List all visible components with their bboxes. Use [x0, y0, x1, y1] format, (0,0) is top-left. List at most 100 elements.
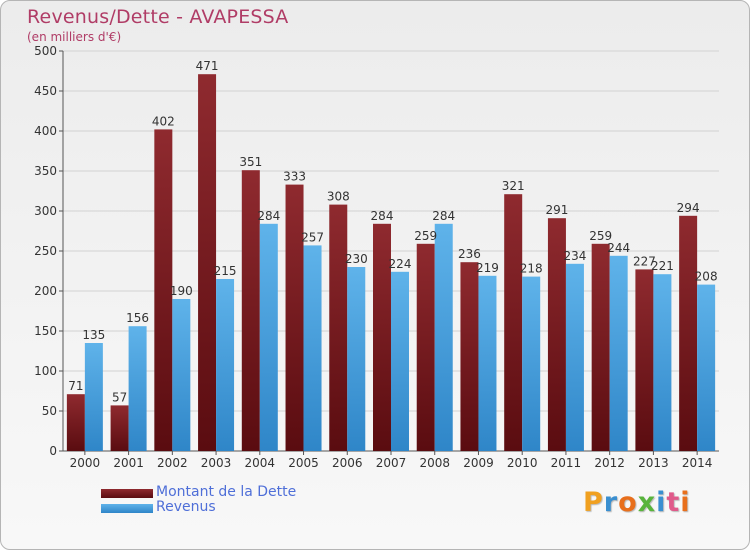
- data-label-debt: 259: [589, 229, 612, 243]
- data-label-revenus: 284: [432, 209, 455, 223]
- bar-revenus: [259, 223, 278, 451]
- data-label-revenus: 156: [126, 311, 149, 325]
- data-label-debt: 71: [68, 379, 83, 393]
- logo-letter: P: [583, 487, 604, 518]
- data-label-revenus: 244: [607, 241, 630, 255]
- data-label-revenus: 224: [389, 257, 412, 271]
- x-tick-label: 2013: [638, 456, 669, 470]
- bar-revenus: [303, 245, 322, 451]
- x-tick-label: 2002: [157, 456, 188, 470]
- bar-revenus: [434, 223, 453, 451]
- legend-swatch-revenus: [101, 504, 153, 513]
- bar-revenus: [347, 267, 366, 451]
- logo-letter: t: [666, 487, 681, 518]
- bars: [66, 74, 716, 451]
- y-tick-label: 100: [34, 364, 57, 378]
- data-label-debt: 351: [239, 155, 262, 169]
- legend-swatch-debt: [101, 489, 153, 498]
- bar-revenus: [391, 271, 409, 451]
- y-tick-label: 250: [34, 244, 57, 258]
- data-label-revenus: 208: [695, 270, 718, 284]
- data-label-debt: 291: [545, 203, 568, 217]
- bar-debt: [110, 405, 129, 451]
- x-tick-label: 2001: [113, 456, 144, 470]
- bar-revenus: [522, 276, 541, 451]
- bar-debt: [198, 74, 217, 451]
- bar-debt: [460, 262, 479, 451]
- data-label-revenus: 230: [345, 252, 368, 266]
- data-label-debt: 308: [327, 190, 350, 204]
- x-tick-label: 2014: [682, 456, 713, 470]
- x-tick-label: 2000: [70, 456, 101, 470]
- bar-revenus: [172, 299, 191, 451]
- data-label-debt: 227: [633, 254, 656, 268]
- chart-title: Revenus/Dette - AVAPESSA: [27, 6, 289, 28]
- bar-debt: [373, 223, 391, 451]
- data-label-debt: 259: [414, 229, 437, 243]
- data-label-debt: 236: [458, 247, 481, 261]
- data-labels: 71 135 57 156 402 190 471 215 351 284 333 257 308 230…: [68, 59, 717, 404]
- bar-debt: [504, 194, 523, 451]
- data-label-revenus: 234: [563, 249, 586, 263]
- logo-letter: x: [637, 487, 657, 518]
- data-label-revenus: 190: [170, 284, 193, 298]
- bar-debt: [329, 204, 348, 451]
- logo-letter: i: [656, 487, 667, 518]
- x-tick-label: 2005: [288, 456, 319, 470]
- bar-debt: [66, 394, 85, 451]
- y-tick-label: 350: [34, 164, 57, 178]
- bar-debt: [241, 170, 260, 451]
- y-tick-label: 50: [42, 404, 57, 418]
- x-tick-label: 2004: [245, 456, 276, 470]
- data-label-revenus: 218: [520, 262, 543, 276]
- bar-debt: [679, 215, 698, 451]
- data-label-debt: 57: [112, 390, 127, 404]
- logo-letter: i: [680, 487, 691, 518]
- bar-debt: [635, 269, 654, 451]
- data-label-revenus: 221: [651, 259, 674, 273]
- x-tick-label: 2008: [419, 456, 450, 470]
- data-label-debt: 284: [371, 209, 394, 223]
- bar-debt: [285, 184, 304, 451]
- legend-label-revenus: Revenus: [156, 499, 216, 515]
- data-label-revenus: 257: [301, 230, 324, 244]
- legend-item-debt: Montant de la Dette: [101, 484, 361, 501]
- y-tick-label: 200: [34, 284, 57, 298]
- legend-label-debt: Montant de la Dette: [156, 484, 297, 500]
- bar-revenus: [84, 343, 103, 451]
- logo-letter: o: [618, 487, 638, 518]
- data-label-debt: 402: [152, 114, 175, 128]
- bar-revenus: [565, 263, 584, 451]
- x-tick-label: 2006: [332, 456, 363, 470]
- legend: Montant de la Dette Revenus: [101, 484, 361, 516]
- data-label-debt: 294: [677, 201, 700, 215]
- chart-subtitle: (en milliers d'€): [27, 30, 122, 44]
- bar-debt: [154, 129, 173, 451]
- proxiti-logo: Proxiti: [583, 487, 691, 518]
- y-tick-label: 150: [34, 324, 57, 338]
- x-tick-label: 2012: [594, 456, 625, 470]
- axes: 0 50 100 150 200 250 300 350 400 450 500 2000 2001 20…: [34, 44, 719, 470]
- bar-debt: [591, 243, 610, 451]
- y-tick-label: 400: [34, 124, 57, 138]
- logo-letter: r: [603, 487, 619, 518]
- x-tick-label: 2003: [201, 456, 232, 470]
- bar-revenus: [653, 274, 672, 451]
- bar-revenus: [697, 284, 716, 451]
- data-label-debt: 321: [502, 179, 525, 193]
- y-tick-label: 0: [49, 444, 57, 458]
- x-tick-label: 2011: [551, 456, 582, 470]
- bar-revenus: [128, 326, 147, 451]
- y-tick-label: 300: [34, 204, 57, 218]
- data-label-revenus: 135: [82, 328, 105, 342]
- data-label-revenus: 219: [476, 261, 499, 275]
- bar-revenus: [609, 255, 628, 451]
- x-tick-label: 2009: [463, 456, 494, 470]
- data-label-debt: 471: [196, 59, 219, 73]
- bar-debt: [416, 243, 435, 451]
- x-tick-label: 2010: [507, 456, 538, 470]
- bar-revenus: [478, 275, 497, 451]
- legend-item-revenus: Revenus: [101, 499, 361, 516]
- data-label-debt: 333: [283, 170, 306, 184]
